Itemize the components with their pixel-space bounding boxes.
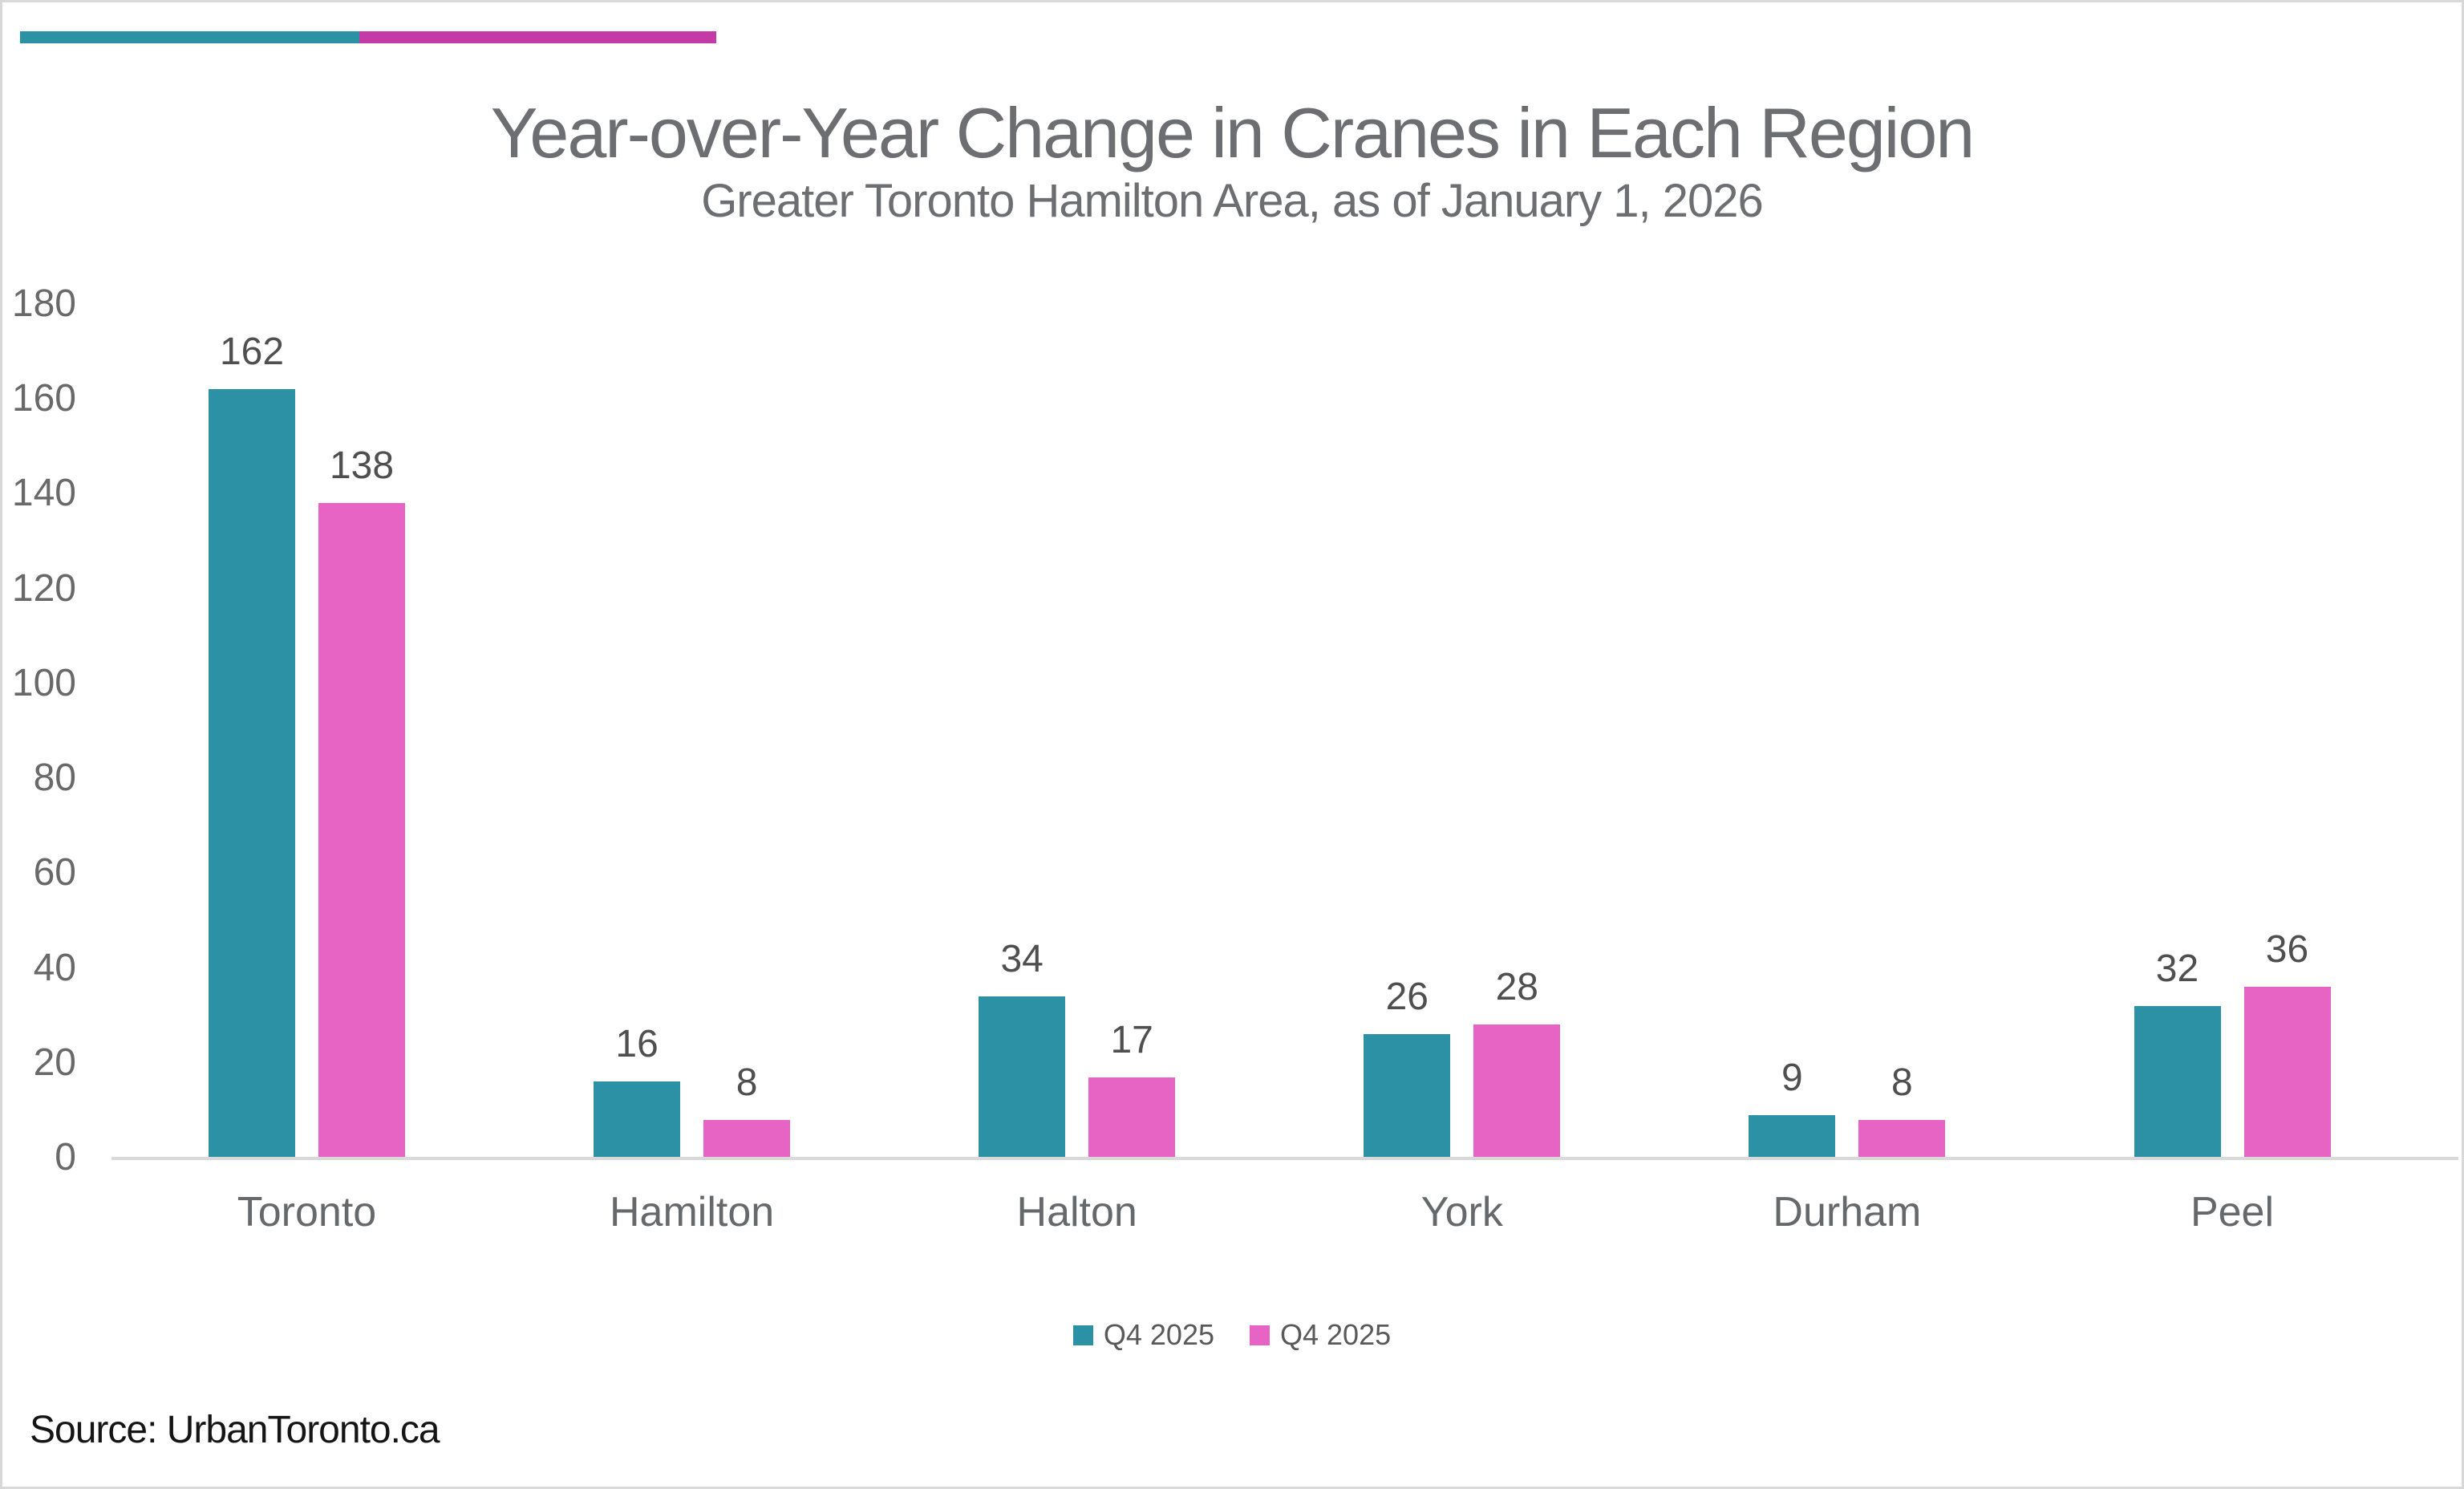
y-axis-tick-label-60: 60: [33, 851, 76, 895]
category-label-toronto: Toronto: [237, 1189, 377, 1235]
accent-bar-magenta: [359, 31, 716, 43]
bar-series1-toronto: [318, 503, 405, 1158]
value-label-series0-toronto: 162: [219, 331, 285, 374]
y-axis-tick-label-0: 0: [55, 1136, 76, 1179]
bar-series0-peel: [2134, 1005, 2221, 1158]
y-axis-tick-label-80: 80: [33, 757, 76, 800]
bar-series1-halton: [1088, 1077, 1176, 1158]
bar-series1-peel: [2243, 987, 2331, 1158]
bar-series1-york: [1473, 1024, 1561, 1158]
y-axis-tick-label-140: 140: [11, 472, 76, 515]
bar-series0-hamilton: [594, 1081, 681, 1158]
category-label-halton: Halton: [1016, 1189, 1137, 1235]
chart-subtitle: Greater Toronto Hamilton Area, as of Jan…: [701, 175, 1764, 227]
legend-label-series1: Q4 2025: [1280, 1318, 1392, 1351]
category-label-peel: Peel: [2190, 1189, 2275, 1235]
y-axis-tick-label-40: 40: [33, 946, 76, 989]
accent-bar-teal: [20, 31, 359, 43]
bar-series0-durham: [1749, 1114, 1836, 1158]
category-label-hamilton: Hamilton: [610, 1189, 775, 1235]
y-axis-tick-label-160: 160: [11, 377, 76, 420]
y-axis-tick-label-120: 120: [11, 566, 76, 610]
bar-series0-toronto: [209, 389, 295, 1158]
value-label-series0-peel: 32: [2155, 947, 2199, 990]
value-label-series1-toronto: 138: [329, 444, 395, 488]
value-label-series1-york: 28: [1495, 966, 1538, 1009]
legend-swatch-series0: [1072, 1325, 1093, 1345]
y-axis-tick-label-100: 100: [11, 661, 76, 704]
bar-series1-durham: [1858, 1119, 1946, 1158]
legend: Q4 2025 Q4 2025: [2, 1318, 2462, 1352]
y-axis-tick-label-180: 180: [11, 282, 76, 325]
legend-item-series0: Q4 2025: [1072, 1318, 1214, 1352]
value-label-series0-york: 26: [1385, 976, 1429, 1019]
category-label-york: York: [1420, 1189, 1503, 1235]
source-attribution: Source: UrbanToronto.ca: [30, 1409, 440, 1451]
y-axis-tick-label-20: 20: [33, 1041, 76, 1084]
bar-series0-york: [1364, 1034, 1451, 1158]
category-label-durham: Durham: [1773, 1189, 1922, 1235]
value-label-series1-peel: 36: [2265, 928, 2309, 972]
value-label-series1-hamilton: 8: [736, 1061, 758, 1104]
x-axis-line: [111, 1157, 2458, 1160]
value-label-series1-halton: 17: [1110, 1018, 1153, 1061]
value-label-series0-durham: 9: [1781, 1056, 1803, 1099]
legend-item-series1: Q4 2025: [1250, 1318, 1391, 1352]
value-label-series0-hamilton: 16: [615, 1023, 659, 1066]
legend-swatch-series1: [1250, 1325, 1270, 1345]
value-label-series1-durham: 8: [1891, 1061, 1913, 1104]
value-label-series0-halton: 34: [1000, 938, 1044, 981]
chart-title: Year-over-Year Change in Cranes in Each …: [490, 93, 1975, 172]
bar-series0-halton: [979, 996, 1066, 1158]
bar-series1-hamilton: [703, 1119, 791, 1158]
legend-label-series0: Q4 2025: [1103, 1318, 1214, 1351]
